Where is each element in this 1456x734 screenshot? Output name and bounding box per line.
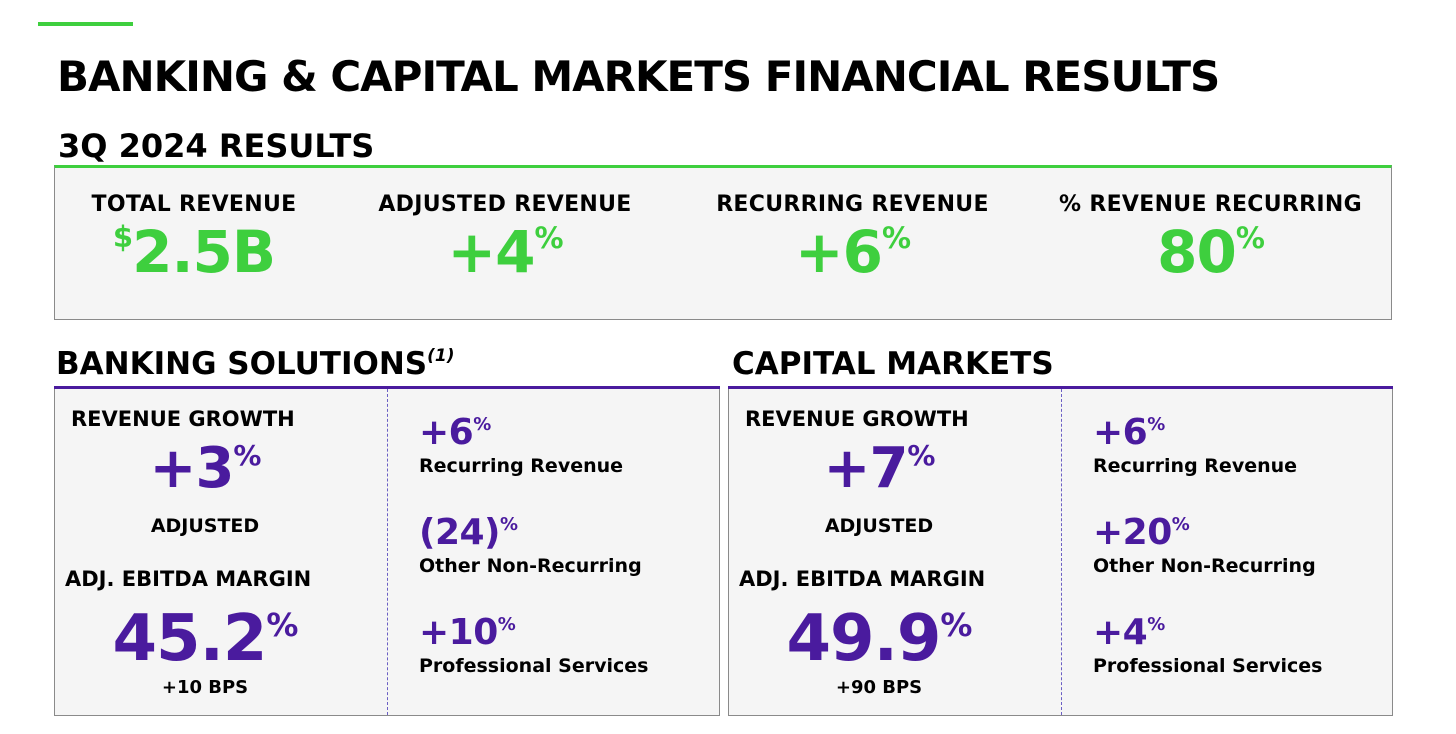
- breakdown-item: +6% Recurring Revenue: [419, 412, 624, 478]
- adjusted-label: ADJUSTED: [824, 515, 934, 537]
- breakdown-value: +10%: [419, 612, 516, 653]
- breakdown-item: (24)% Other Non-Recurring: [419, 512, 642, 578]
- bps-change: +90 BPS: [835, 677, 923, 698]
- kpi-value: 80%: [1157, 218, 1265, 286]
- kpi-adjusted-revenue: ADJUSTED REVENUE +4%: [375, 192, 635, 281]
- segment-title-capital-markets: CAPITAL MARKETS: [732, 346, 1054, 382]
- kpi-total-revenue: TOTAL REVENUE $2.5B: [89, 192, 299, 281]
- breakdown-item: +6% Recurring Revenue: [1093, 412, 1298, 478]
- column-divider: [1061, 389, 1062, 715]
- bps-change: +10 BPS: [161, 677, 249, 698]
- breakdown-label: Other Non-Recurring: [419, 555, 642, 577]
- ebitda-margin-value: 49.9%: [786, 602, 973, 676]
- segment-rule: [728, 386, 1393, 389]
- kpi-label: % REVENUE RECURRING: [1059, 192, 1362, 217]
- kpi-value: +4%: [447, 218, 563, 286]
- kpi-recurring-revenue: RECURRING REVENUE +6%: [710, 192, 995, 281]
- ebitda-margin-label: ADJ. EBITDA MARGIN: [65, 567, 312, 591]
- revenue-growth-value: +3%: [149, 436, 262, 501]
- breakdown-item: +4% Professional Services: [1093, 612, 1323, 678]
- breakdown-label: Professional Services: [419, 655, 649, 677]
- breakdown-item: +10% Professional Services: [419, 612, 649, 678]
- kpi-value: +6%: [794, 218, 911, 286]
- segment-title-banking: BANKING SOLUTIONS(1): [56, 346, 455, 382]
- breakdown-value: +20%: [1093, 512, 1190, 553]
- kpi-label: RECURRING REVENUE: [716, 192, 989, 217]
- breakdown-value: (24)%: [419, 512, 518, 553]
- kpi-label: TOTAL REVENUE: [91, 192, 297, 217]
- revenue-growth-label: REVENUE GROWTH: [71, 407, 295, 431]
- page-subtitle: 3Q 2024 RESULTS: [58, 127, 375, 165]
- kpi-summary-box: TOTAL REVENUE $2.5B ADJUSTED REVENUE +4%…: [54, 165, 1392, 320]
- kpi-percent-recurring: % REVENUE RECURRING 80%: [1053, 192, 1368, 281]
- adjusted-label: ADJUSTED: [150, 515, 260, 537]
- breakdown-label: Other Non-Recurring: [1093, 555, 1316, 577]
- breakdown-value: +4%: [1093, 612, 1165, 653]
- breakdown-label: Professional Services: [1093, 655, 1323, 677]
- page-title: BANKING & CAPITAL MARKETS FINANCIAL RESU…: [57, 52, 1220, 101]
- revenue-growth-value: +7%: [823, 436, 936, 501]
- breakdown-label: Recurring Revenue: [1093, 455, 1298, 477]
- kpi-value: $2.5B: [112, 218, 276, 286]
- breakdown-value: +6%: [1093, 412, 1165, 453]
- ebitda-margin-value: 45.2%: [112, 602, 299, 676]
- segment-rule: [54, 386, 720, 389]
- segment-box-banking: REVENUE GROWTH +3% ADJUSTED ADJ. EBITDA …: [54, 389, 720, 716]
- ebitda-margin-label: ADJ. EBITDA MARGIN: [739, 567, 986, 591]
- breakdown-value: +6%: [419, 412, 491, 453]
- breakdown-item: +20% Other Non-Recurring: [1093, 512, 1316, 578]
- breakdown-label: Recurring Revenue: [419, 455, 624, 477]
- segment-box-capital-markets: REVENUE GROWTH +7% ADJUSTED ADJ. EBITDA …: [728, 389, 1393, 716]
- revenue-growth-label: REVENUE GROWTH: [745, 407, 969, 431]
- accent-bar: [38, 22, 133, 26]
- column-divider: [387, 389, 388, 715]
- kpi-label: ADJUSTED REVENUE: [378, 192, 632, 217]
